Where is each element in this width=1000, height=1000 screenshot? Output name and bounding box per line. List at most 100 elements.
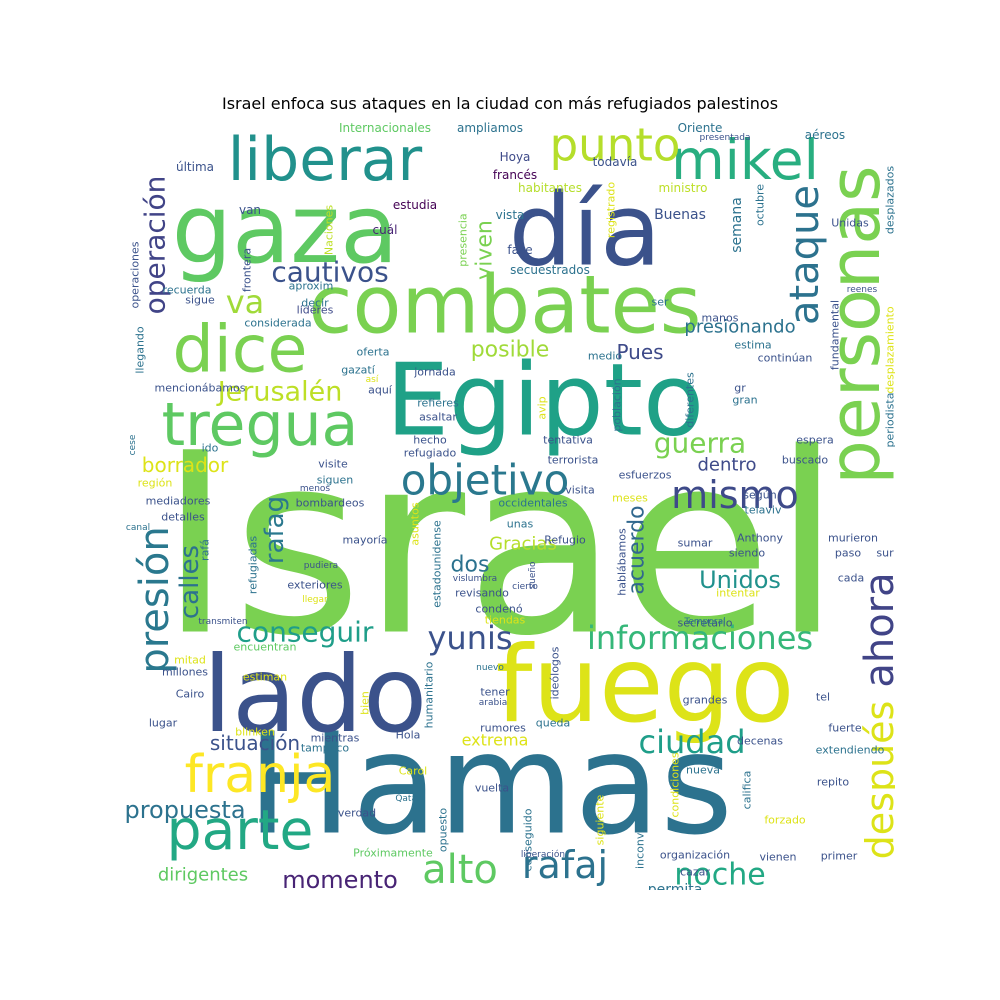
word-51: permita: [648, 882, 703, 890]
word-16: ahora: [857, 572, 895, 687]
word-83: líderes: [297, 304, 334, 317]
word-106: gran: [732, 394, 757, 407]
word-108: ido: [202, 442, 219, 455]
word-38: propuesta: [125, 796, 246, 824]
word-139: paso: [835, 547, 861, 560]
word-27: yunis: [427, 619, 512, 657]
word-197: primer: [821, 850, 858, 863]
word-34: calles: [175, 545, 205, 619]
word-10: mikel: [671, 128, 819, 192]
word-43: viven: [473, 220, 498, 280]
word-116: buscado: [782, 454, 828, 467]
word-157: encuentran: [233, 641, 296, 654]
word-52: semana: [729, 197, 745, 253]
word-167: Cairo: [176, 688, 205, 701]
word-22: informaciones: [587, 619, 813, 657]
word-101: asaltar: [419, 411, 457, 424]
word-146: vislumbra: [453, 574, 497, 584]
word-89: desplazamiento: [884, 306, 896, 394]
word-12: tregua: [162, 390, 359, 460]
word-61: Hoya: [500, 150, 531, 164]
word-102: avip: [536, 396, 549, 419]
word-72: Naciones: [323, 205, 336, 256]
word-71: frontera: [241, 248, 254, 292]
word-141: refugiadas: [247, 536, 260, 594]
word-150: intentar: [716, 587, 760, 600]
word-111: tentativa: [543, 434, 593, 447]
word-149: revisando: [455, 587, 509, 600]
word-135: Refugio: [544, 534, 586, 547]
word-199: cierto: [512, 582, 538, 592]
word-56: secuestrados: [510, 263, 590, 277]
word-117: esfuerzos: [619, 469, 672, 482]
word-189: conseguido: [522, 808, 535, 871]
word-60: francés: [493, 168, 537, 182]
word-35: rafag: [260, 496, 290, 564]
word-172: lugar: [149, 717, 178, 730]
word-181: califica: [741, 771, 754, 810]
word-169: grandes: [683, 694, 728, 707]
word-193: Próximamente: [353, 847, 433, 860]
word-63: ministro: [659, 181, 708, 195]
word-57: cuál: [373, 223, 398, 237]
word-20: objetivo: [401, 456, 570, 505]
word-159: millones: [162, 666, 208, 679]
word-9: liberar: [228, 125, 423, 195]
word-191: inconveniente: [634, 791, 647, 869]
word-127: detalles: [161, 511, 205, 524]
word-77: desplazados: [884, 166, 896, 234]
word-25: rafaj: [522, 843, 608, 887]
word-92: medio: [588, 350, 623, 363]
word-93: estima: [734, 339, 771, 352]
word-95: mencionábamos: [155, 382, 246, 395]
word-14: parte: [167, 798, 314, 862]
word-129: canal: [126, 523, 150, 533]
word-79: recuerda: [163, 284, 212, 297]
word-119: siguen: [317, 474, 354, 487]
word-109: hecho: [413, 434, 447, 447]
word-37: acuerdo: [625, 505, 650, 594]
word-188: opuesto: [437, 808, 450, 852]
word-85: ser: [651, 296, 668, 309]
word-15: punto: [550, 120, 681, 172]
word-196: vienen: [759, 851, 796, 864]
word-170: rumores: [480, 722, 526, 735]
word-162: humanitario: [423, 661, 436, 728]
word-103: población: [611, 378, 624, 431]
word-122: occidentales: [498, 497, 567, 510]
word-53: Buenas: [654, 207, 706, 223]
word-155: secretario: [678, 617, 733, 630]
word-1: Hamas: [247, 704, 733, 867]
word-29: cautivos: [271, 256, 388, 289]
word-133: rafá: [199, 539, 212, 561]
word-148: exteriores: [287, 579, 343, 592]
word-179: extendiendo: [816, 744, 885, 757]
word-198: cazar: [680, 866, 710, 879]
word-49: dirigentes: [158, 865, 248, 886]
word-86: manos: [702, 312, 739, 325]
word-84: considerada: [244, 317, 311, 330]
word-110: refugiado: [404, 447, 457, 460]
word-140: sur: [876, 547, 894, 560]
word-42: dos: [451, 553, 490, 578]
word-5: día: [509, 172, 662, 289]
word-76: Unidas: [831, 217, 869, 230]
word-26: noche: [674, 858, 765, 891]
word-160: nuevo: [476, 663, 504, 673]
word-17: presión: [132, 526, 178, 673]
word-194: liberación: [521, 849, 565, 860]
word-70: van: [239, 203, 261, 217]
word-107: periodista: [884, 393, 896, 448]
word-165: arabia: [479, 698, 507, 708]
word-4: lado: [203, 634, 427, 756]
word-114: visite: [318, 458, 348, 471]
word-11: dice: [172, 313, 307, 388]
word-65: aéreos: [805, 128, 845, 142]
word-88: fundamental: [829, 300, 842, 370]
word-87: reenes: [847, 285, 878, 295]
word-69: última: [176, 160, 214, 174]
word-78: operaciones: [129, 241, 142, 308]
word-91: oferta: [357, 346, 390, 359]
word-144: cada: [838, 572, 865, 585]
word-19: ataque: [782, 185, 828, 325]
